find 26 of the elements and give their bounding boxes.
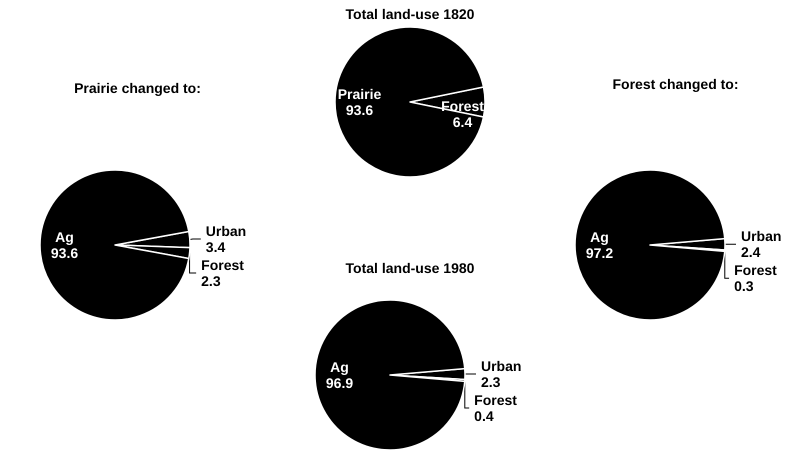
data-label: 0.3 [734,278,754,294]
slice-label: Urban [480,358,522,374]
chart-title: Forest changed to: [612,76,739,92]
data-label: 2.3 [480,374,501,390]
chart-title: Total land-use 1980 [346,260,475,276]
slice-label: Ag [330,359,349,375]
data-label: 93.6 [50,245,78,261]
slice-label: Prairie [338,86,382,102]
chart-title: Prairie changed to: [74,80,201,96]
data-label: 2.4 [740,244,761,260]
data-label: 97.2 [586,245,614,261]
slice-label: Urban [206,222,246,239]
chart-title: Total land-use 1820 [346,6,475,22]
data-label: 0.4 [474,408,494,424]
slice-label: Forest [201,256,244,273]
slice-label: Forest [441,98,484,114]
slice-label: Urban [740,228,782,244]
data-label: 3.4 [206,238,226,255]
slice-label: Ag [55,229,74,245]
data-label: 96.9 [326,375,354,391]
data-label: 93.6 [346,102,374,118]
data-label: 2.3 [201,272,221,289]
slice-label: Ag [590,229,609,245]
slice-label: Forest [474,392,518,408]
data-label: 6.4 [452,114,472,130]
slice-label: Forest [734,262,778,278]
